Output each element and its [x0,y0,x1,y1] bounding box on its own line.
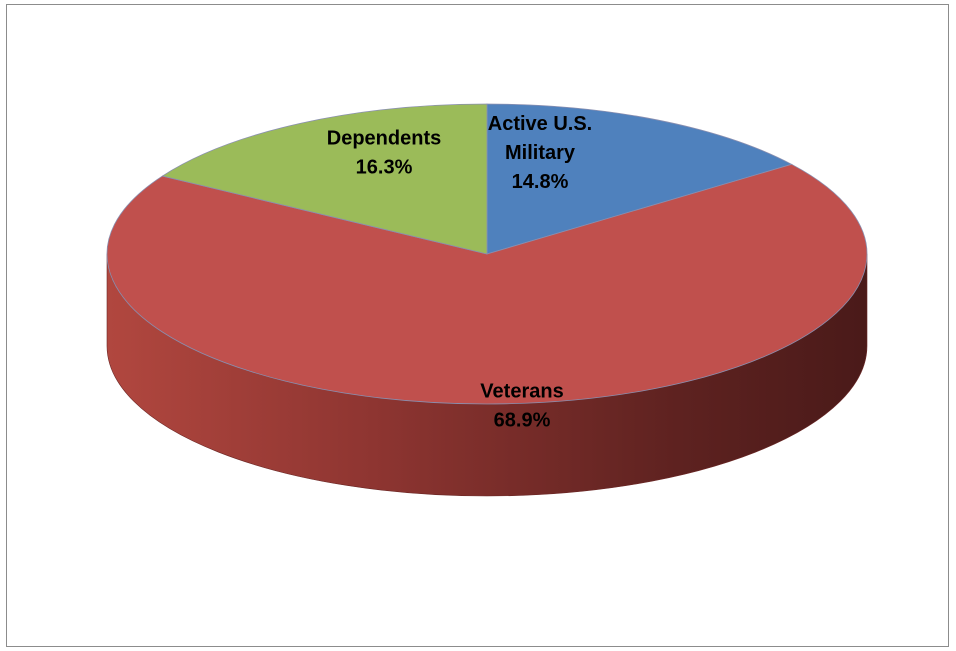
pie-slice [486,103,793,255]
slice-percent-label: 16.3% [356,157,413,179]
pie-top-layer [106,103,868,405]
pie-label-layer: Active U.S. Military 14.8% Veterans 68.9% Dep… [327,113,592,432]
slice-name-label: Dependents [327,128,441,150]
slice-name-label: Veterans [480,381,563,403]
slice-name-label: Military [505,142,576,164]
slice-percent-label: 68.9% [494,410,551,432]
pie-slice [161,103,488,255]
pie-slice [106,163,868,405]
slice-data-label: Veterans 68.9% [480,381,563,432]
slice-name-label: Active U.S. [488,113,592,135]
slice-data-label: Active U.S. Military 14.8% [488,113,592,193]
slice-data-label: Dependents 16.3% [327,128,441,179]
slice-percent-label: 14.8% [512,171,569,193]
